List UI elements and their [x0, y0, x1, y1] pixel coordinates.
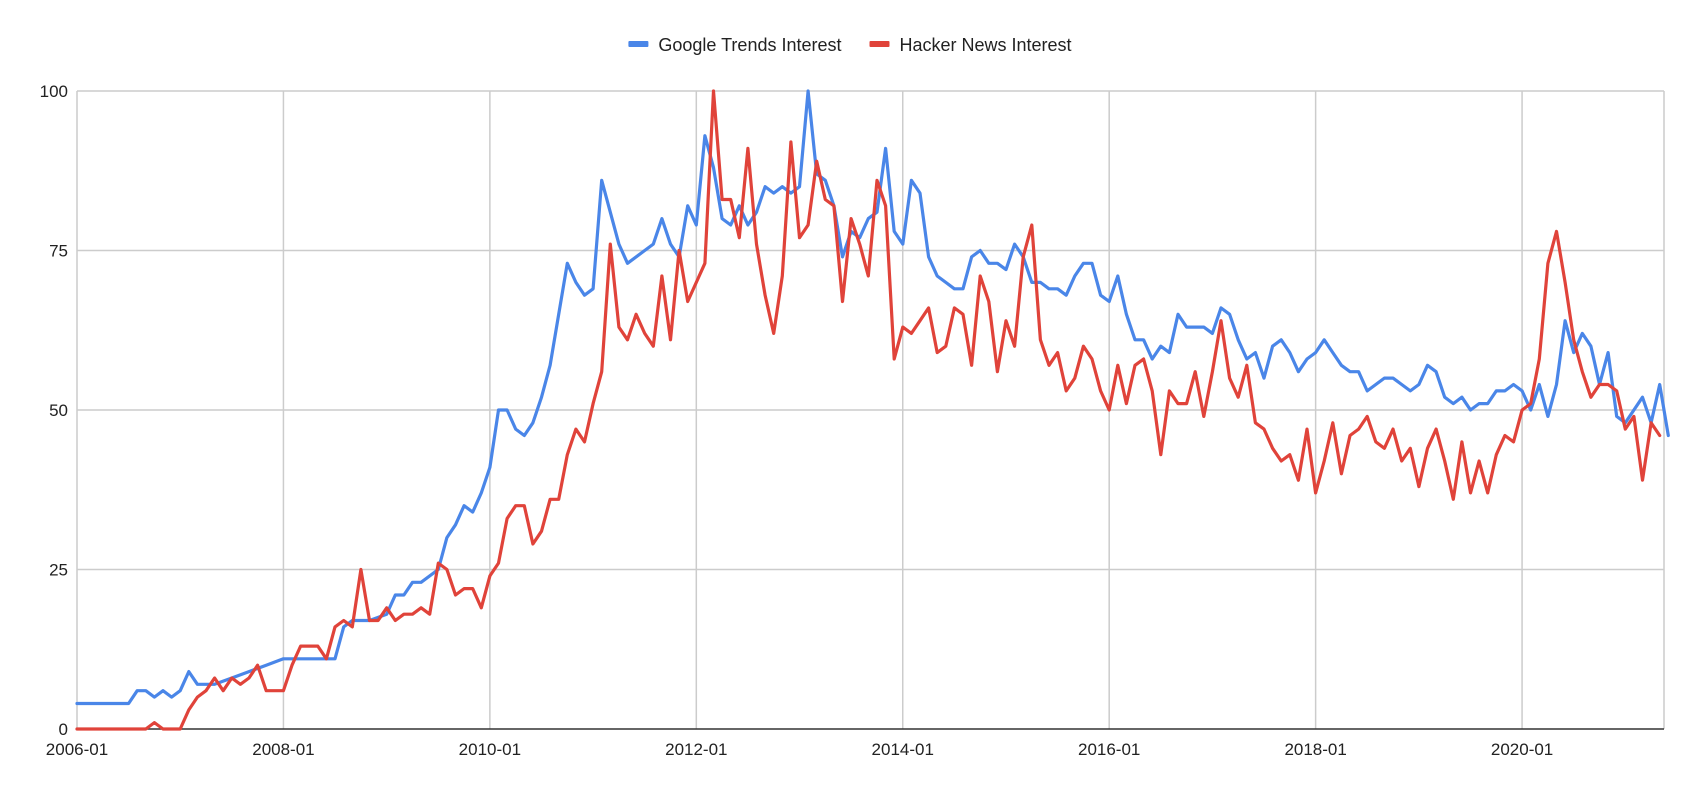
- x-tick-label: 2016-01: [1078, 740, 1140, 759]
- legend-label: Hacker News Interest: [900, 35, 1072, 55]
- legend-swatch: [869, 41, 890, 47]
- x-tick-label: 2018-01: [1284, 740, 1346, 759]
- y-tick-label: 100: [40, 82, 68, 101]
- x-tick-label: 2020-01: [1491, 740, 1553, 759]
- x-tick-label: 2012-01: [665, 740, 727, 759]
- y-tick-label: 75: [49, 242, 68, 261]
- x-tick-label: 2010-01: [459, 740, 521, 759]
- tick-labels: 0 25 50 75 100 2006-01 2008-01 2010-01 2012-01 20…: [40, 82, 1554, 759]
- legend-item-google-trends-interest[interactable]: Google Trends Interest: [628, 35, 842, 55]
- hacker-news-interest-line: [75, 89, 1662, 731]
- legend-item-hacker-news-interest[interactable]: Hacker News Interest: [869, 35, 1072, 55]
- legend-swatch: [628, 41, 649, 47]
- y-tick-label: 50: [49, 401, 68, 420]
- legend: Google Trends Interest Hacker News Intere…: [628, 35, 1072, 55]
- x-tick-label: 2006-01: [46, 740, 108, 759]
- grid-lines: [77, 90, 1665, 729]
- legend-label: Google Trends Interest: [658, 35, 841, 55]
- axes: [76, 91, 1664, 730]
- y-tick-label: 25: [49, 561, 68, 580]
- series-layer: [75, 89, 1670, 731]
- y-tick-label: 0: [59, 720, 68, 739]
- google-trends-interest-line: [75, 89, 1670, 706]
- x-tick-label: 2008-01: [252, 740, 314, 759]
- x-tick-label: 2014-01: [872, 740, 934, 759]
